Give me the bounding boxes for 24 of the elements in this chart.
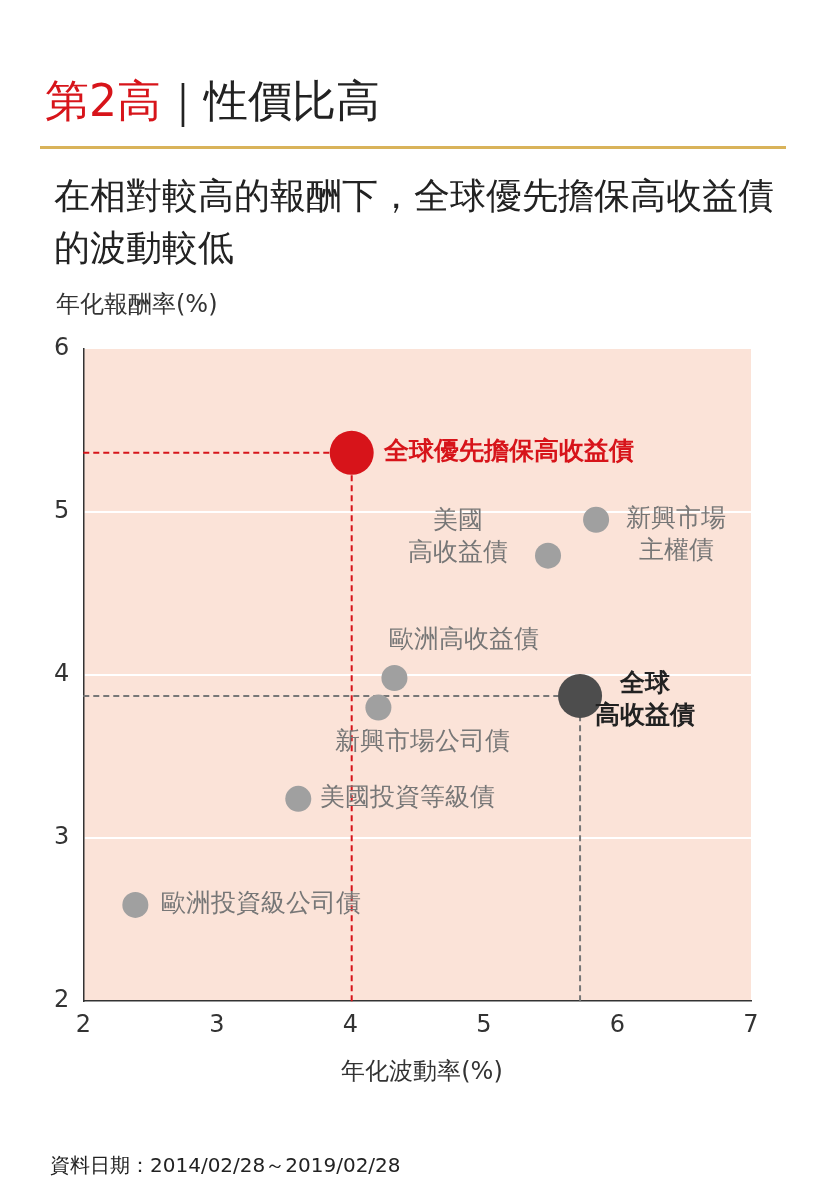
series-label: 全球高收益債	[595, 667, 696, 729]
y-tick-label: 5	[53, 495, 70, 524]
series-label: 美國高收益債	[408, 505, 509, 567]
chart-title: 第2高｜性價比高	[45, 74, 380, 129]
y-tick-label: 2	[53, 985, 70, 1014]
chart-subtitle: 在相對較高的報酬下，全球優先擔保高收益債的波動較低	[54, 174, 775, 270]
x-axis-title: 年化波動率(%)	[340, 1056, 504, 1087]
y-axis-title: 年化報酬率(%)	[56, 289, 218, 320]
series-label: 全球優先擔保高收益債	[382, 436, 634, 466]
y-tick-label: 3	[53, 822, 70, 851]
x-tick-label: 5	[476, 1009, 492, 1038]
series-label: 美國投資等級債	[320, 782, 496, 812]
x-tick-label: 3	[209, 1009, 225, 1038]
series-label: 歐洲高收益債	[389, 623, 540, 653]
y-tick-label: 4	[53, 659, 70, 688]
x-tick-label: 4	[342, 1009, 358, 1038]
series-label: 歐洲投資級公司債	[161, 888, 362, 918]
y-tick-label: 6	[53, 332, 70, 361]
series-label: 新興市場主權債	[626, 503, 727, 565]
series-label: 新興市場公司債	[334, 725, 510, 755]
text: 資料日期：2014/02/28～2019/02/28	[50, 1152, 401, 1179]
x-tick-label: 6	[609, 1009, 626, 1038]
x-tick-label: 2	[75, 1009, 91, 1038]
x-tick-label: 7	[743, 1009, 759, 1038]
